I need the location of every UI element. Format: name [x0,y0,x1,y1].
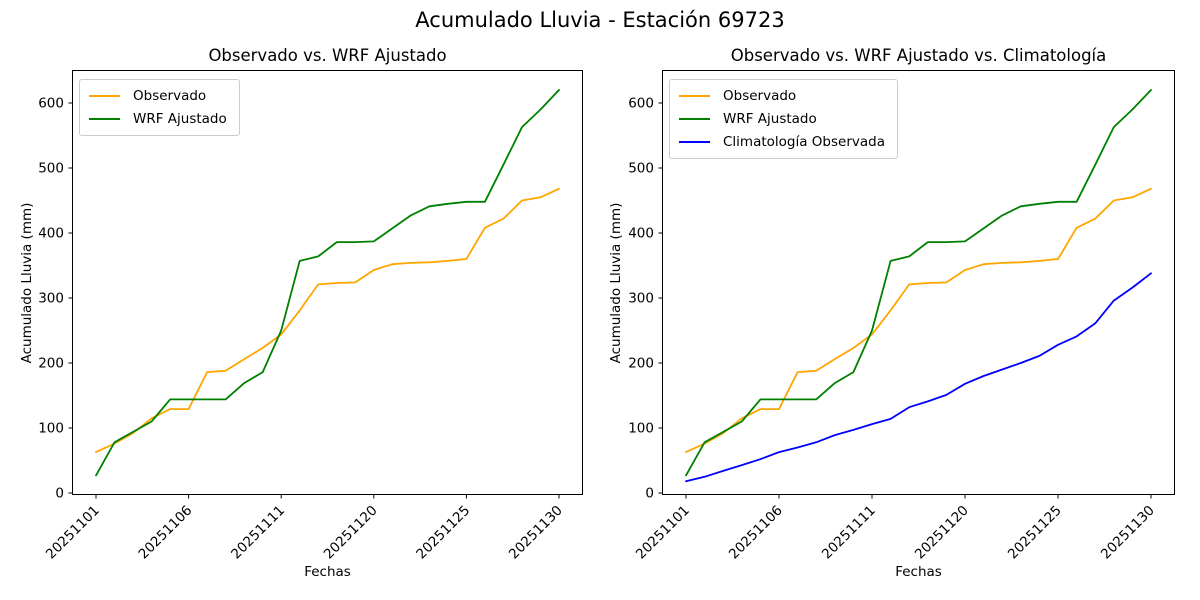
x-tick-label: 20251106 [136,503,196,563]
legend-entry: WRF Ajustado [89,110,227,128]
y-tick-label: 100 [628,421,654,437]
legend-line-swatch [89,95,120,97]
right-y-axis-label: Acumulado Lluvia (mm) [608,202,624,364]
legend-line-swatch [89,118,120,120]
right-x-axis-label: Fechas [895,564,942,580]
series-line-observado [685,187,1152,453]
y-tick-label: 500 [38,161,64,177]
series-line-wrf-ajustado [685,89,1152,477]
x-tick-label: 20251130 [506,503,566,563]
legend-label: WRF Ajustado [723,111,817,127]
y-tick-label: 100 [38,421,64,437]
legend-entry: Observado [89,87,227,105]
x-tick-label: 20251111 [228,503,288,563]
left-chart-legend: Observado WRF Ajustado [79,79,240,136]
x-tick-label: 20251130 [1098,503,1158,563]
y-tick-label: 200 [628,356,654,372]
y-tick-label: 0 [55,486,64,502]
x-tick-label: 20251101 [43,503,103,563]
right-chart-title: Observado vs. WRF Ajustado vs. Climatolo… [730,46,1107,65]
y-tick-label: 300 [628,291,654,307]
series-line-observado [95,187,560,453]
x-tick-label: 20251111 [819,503,879,563]
legend-label: Climatología Observada [723,134,885,150]
y-tick-label: 600 [628,96,654,112]
x-tick-label: 20251125 [1005,503,1065,563]
left-chart-title: Observado vs. WRF Ajustado [208,46,447,65]
legend-label: Observado [723,88,797,104]
figure-title: Acumulado Lluvia - Estación 69723 [415,8,785,32]
series-line-wrf-ajustado [95,89,560,477]
legend-entry: WRF Ajustado [679,110,885,128]
left-y-axis-label: Acumulado Lluvia (mm) [19,202,35,364]
x-tick-label: 20251101 [633,503,693,563]
y-tick-label: 200 [38,356,64,372]
y-tick-label: 400 [628,226,654,242]
legend-label: WRF Ajustado [133,111,227,127]
left-chart-plot: 0 100 200 300 400 500 600 20251101 20251106 20251… [38,70,583,563]
legend-label: Observado [133,88,207,104]
legend-line-swatch [679,118,710,120]
x-tick-label: 20251106 [726,503,786,563]
y-tick-label: 300 [38,291,64,307]
x-tick-label: 20251120 [321,503,381,563]
axes-frame [72,70,583,495]
x-tick-label: 20251120 [912,503,972,563]
y-tick-label: 600 [38,96,64,112]
legend-entry: Observado [679,87,885,105]
y-tick-label: 400 [38,226,64,242]
legend-line-swatch [679,95,710,97]
x-tick-label: 20251125 [413,503,473,563]
right-chart-legend: Observado WRF Ajustado Climatología Observ… [669,79,898,159]
y-tick-label: 500 [628,161,654,177]
legend-line-swatch [679,141,710,143]
axes-frame [662,70,1175,495]
left-x-axis-label: Fechas [304,564,351,580]
legend-entry: Climatología Observada [679,133,885,151]
series-line-climatolog-a-observada [685,272,1152,483]
y-tick-label: 0 [645,486,654,502]
